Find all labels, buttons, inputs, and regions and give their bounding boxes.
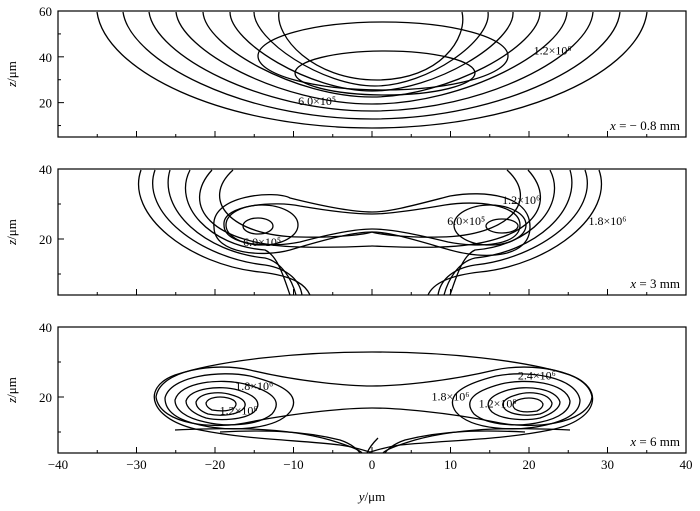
contour-line [175, 11, 568, 105]
y-axis-label: z/μm [4, 61, 19, 88]
contour-label: 1.8×10⁶ [589, 214, 627, 228]
contour-line [138, 169, 311, 296]
x-tick-label: 20 [523, 457, 536, 472]
x-tick-label: 30 [601, 457, 614, 472]
contour-label: 1.2×10⁶ [479, 397, 517, 411]
contour-line [427, 169, 602, 296]
contour-line [443, 169, 573, 296]
contour-line [174, 380, 277, 426]
panel-1-frame [57, 10, 687, 138]
contour-line [487, 387, 561, 421]
contour-label: 1.8×10⁶ [432, 390, 470, 404]
contour-line [512, 397, 544, 413]
contour-line [155, 366, 593, 427]
contour-line [184, 169, 291, 296]
contour-line [469, 380, 571, 426]
panel-2-contours [138, 169, 602, 296]
contour-label: 6.0×10⁵ [447, 214, 485, 228]
contour-line [164, 373, 295, 430]
contour-line [225, 204, 299, 246]
panel-3-frame [57, 326, 687, 454]
x-tick-label: −30 [126, 457, 146, 472]
contour-line [167, 169, 297, 296]
contour-label: 1.2×10⁶ [502, 193, 540, 207]
x-tick-label: −10 [283, 457, 303, 472]
y-tick-label: 60 [39, 4, 52, 19]
contour-line [384, 430, 526, 454]
x-tick-label: −20 [205, 457, 225, 472]
panel-label: x = 6 mm [629, 434, 680, 449]
x-tick-label: −40 [48, 457, 68, 472]
contour-line [122, 11, 621, 120]
panel-label: x = − 0.8 mm [609, 118, 680, 133]
contour-line [148, 11, 594, 112]
contour-line [195, 392, 246, 416]
contour-line [294, 50, 476, 96]
contour-line [229, 11, 514, 92]
contour-line [257, 21, 509, 91]
contour-label: 6.0×10⁵ [298, 94, 336, 108]
contour-line [253, 11, 489, 87]
contour-line [502, 392, 553, 416]
contour-line [242, 217, 274, 235]
contour-line [205, 396, 237, 412]
y-tick-label: 20 [39, 96, 52, 111]
contour-line [382, 427, 571, 454]
panel-1-contours [96, 11, 648, 129]
y-tick-label: 40 [39, 50, 52, 65]
y-tick-label: 20 [39, 390, 52, 405]
contour-label: 2.4×10⁶ [518, 369, 556, 383]
contour-line [152, 169, 303, 296]
contour-line [449, 169, 556, 296]
contour-line [213, 193, 531, 256]
contour-line [451, 373, 581, 430]
x-axis-label: y/μm [357, 489, 385, 504]
contour-line [219, 430, 361, 454]
contour-line [202, 11, 541, 98]
contour-line [223, 202, 521, 246]
panel-3-contours [153, 351, 594, 454]
contour-label: 1.2×10⁶ [220, 404, 258, 418]
contour-line [199, 169, 541, 248]
contour-label: 1.8×10⁶ [235, 379, 273, 393]
x-tick-label: 10 [444, 457, 457, 472]
y-tick-label: 20 [39, 232, 52, 247]
panel-label: x = 3 mm [629, 276, 680, 291]
y-axis-label: z/μm [4, 377, 19, 404]
contour-line [96, 11, 648, 129]
contour-line [437, 169, 588, 296]
x-tick-label: 0 [369, 457, 376, 472]
contour-label: 6.0×10⁵ [243, 235, 281, 249]
y-tick-label: 40 [39, 320, 52, 335]
contour-line [453, 204, 527, 246]
contour-line [278, 11, 464, 81]
contour-line [366, 437, 379, 454]
contour-label: 1.2×10⁶ [534, 44, 572, 58]
y-tick-label: 40 [39, 162, 52, 177]
contour-line [174, 427, 363, 454]
chart-overlay: 20 40 60 z/μm x = − 0.8 mm 1.2×10⁶ 6.0×10⁵ 20 40… [4, 4, 693, 504]
x-tick-label: 40 [680, 457, 693, 472]
y-axis-label: z/μm [4, 219, 19, 246]
contour-line [185, 387, 259, 421]
contour-line [485, 218, 519, 234]
